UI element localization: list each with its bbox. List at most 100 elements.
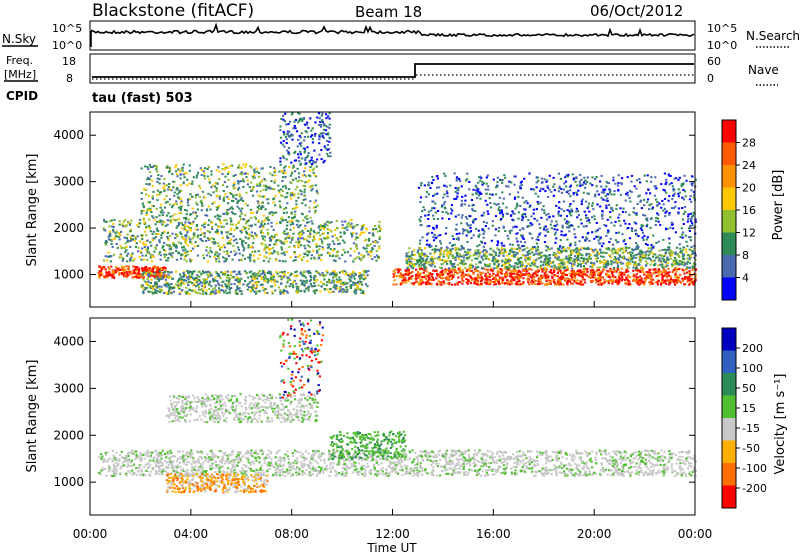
power-cell <box>283 171 287 174</box>
power-cell <box>230 233 233 235</box>
power-cell <box>177 221 181 224</box>
power-cell <box>625 276 628 279</box>
power-cell <box>625 249 628 252</box>
power-cell <box>143 288 146 291</box>
power-cell <box>274 169 277 172</box>
power-cell <box>132 259 135 262</box>
power-cell <box>599 262 602 265</box>
power-cell <box>674 251 677 254</box>
power-cell <box>608 280 611 282</box>
power-cell <box>563 247 566 250</box>
power-cell <box>222 256 225 259</box>
power-cell <box>498 278 501 281</box>
power-cell <box>258 275 261 277</box>
power-cell <box>111 273 114 276</box>
power-cell <box>249 234 252 236</box>
power-cell <box>190 258 193 261</box>
power-cell <box>468 275 472 278</box>
power-cell <box>188 182 191 185</box>
power-cell <box>186 230 189 233</box>
power-cell <box>413 258 416 261</box>
power-cell <box>287 279 290 282</box>
power-cell <box>472 265 475 268</box>
power-cell <box>448 275 451 278</box>
power-cell <box>448 282 451 284</box>
power-cell <box>143 188 146 191</box>
power-cell <box>620 267 623 270</box>
power-cell <box>649 281 652 284</box>
power-cell <box>434 249 437 252</box>
power-cell <box>180 257 183 260</box>
power-cell <box>301 259 304 262</box>
power-cell <box>305 215 309 217</box>
power-cell <box>326 148 329 151</box>
power-cell <box>639 259 643 262</box>
power-cell <box>101 273 104 276</box>
power-cell <box>105 274 108 277</box>
power-cell <box>304 159 307 162</box>
power-cell <box>108 255 111 258</box>
power-cell <box>657 268 660 271</box>
power-cell <box>410 266 413 269</box>
power-cell <box>142 217 145 220</box>
power-cell <box>633 261 637 264</box>
power-cell <box>252 186 255 189</box>
power-cell <box>559 282 562 285</box>
power-cell <box>215 258 218 260</box>
power-cell <box>155 275 158 278</box>
power-cell <box>530 279 533 282</box>
power-cell <box>141 269 144 272</box>
power-cell <box>437 257 440 260</box>
power-cell <box>225 276 229 279</box>
power-cell <box>407 279 410 282</box>
power-cell <box>485 252 488 255</box>
power-cell <box>218 196 221 199</box>
power-cell <box>445 278 448 281</box>
power-cell <box>510 247 513 250</box>
power-cell <box>145 286 148 289</box>
power-cell <box>138 273 141 276</box>
power-cell <box>217 206 220 209</box>
power-cell <box>215 169 218 172</box>
power-cell <box>142 290 145 293</box>
power-cell <box>194 245 197 248</box>
power-cell <box>516 273 519 276</box>
power-cell <box>176 188 179 191</box>
power-cell <box>171 277 174 280</box>
power-cell <box>666 271 669 274</box>
power-cell <box>557 270 560 273</box>
power-cell <box>110 255 113 258</box>
power-cell <box>201 284 204 287</box>
power-cell <box>202 278 205 281</box>
power-cell <box>566 283 569 286</box>
power-cell <box>318 138 321 141</box>
power-cell <box>259 253 262 256</box>
power-cell <box>442 253 445 256</box>
power-cell <box>215 187 218 190</box>
power-cell <box>543 259 546 262</box>
power-cell <box>361 283 364 286</box>
power-cell <box>203 280 206 283</box>
power-cell <box>411 275 414 277</box>
power-cell <box>408 247 411 250</box>
power-cell <box>281 180 284 182</box>
power-cell <box>303 244 306 247</box>
power-cell <box>265 188 268 191</box>
power-cell <box>191 247 195 250</box>
power-cell <box>629 276 632 279</box>
power-cell <box>282 118 285 121</box>
power-cell <box>446 262 449 265</box>
power-cell <box>222 271 225 274</box>
power-cell <box>213 256 216 259</box>
power-cell <box>530 268 533 271</box>
power-cell <box>579 280 582 283</box>
power-cell <box>171 256 174 258</box>
power-cell <box>579 269 582 272</box>
power-cell <box>466 269 469 271</box>
power-cell <box>518 247 522 250</box>
power-cell <box>600 255 603 258</box>
power-cell <box>110 238 113 241</box>
power-cell <box>326 228 329 231</box>
power-cell <box>201 168 204 171</box>
power-cell <box>144 280 147 283</box>
